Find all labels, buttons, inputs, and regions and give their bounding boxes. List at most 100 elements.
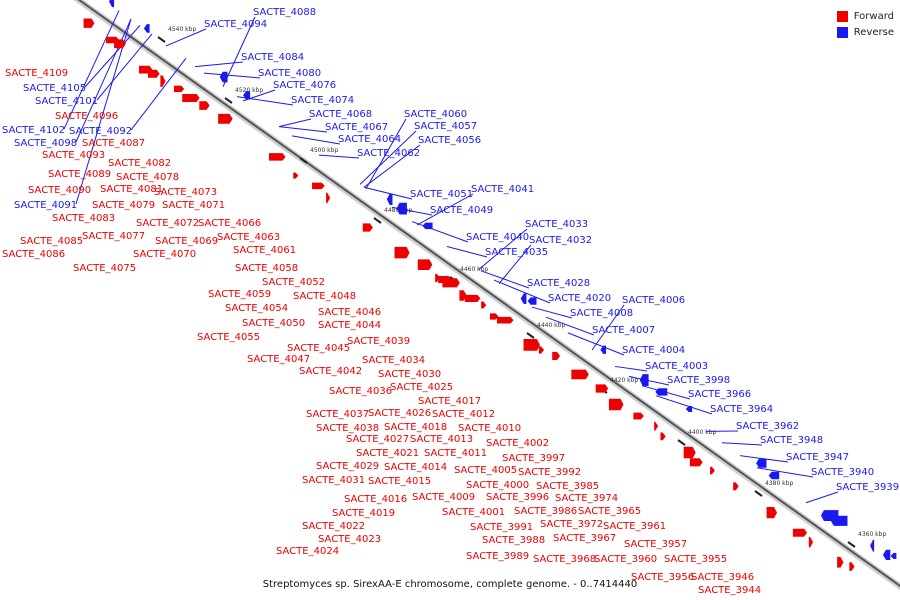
chromosome-line: [77, 0, 900, 588]
reverse-gene-label: SACTE_4057: [414, 121, 477, 132]
scale-label: 4400 kbp: [688, 429, 716, 436]
forward-gene-label: SACTE_4048: [293, 291, 356, 302]
reverse-leader: [63, 10, 120, 130]
scale-label: 4500 kbp: [310, 147, 338, 154]
scale-label: 4360 kbp: [858, 531, 886, 538]
forward-gene-arrow: [710, 466, 715, 475]
forward-gene-label: SACTE_4011: [424, 448, 487, 459]
forward-gene-arrow: [312, 182, 325, 190]
forward-gene-label: SACTE_4024: [276, 546, 339, 557]
forward-gene-label: SACTE_3992: [518, 467, 581, 478]
reverse-gene-label: SACTE_3940: [811, 467, 874, 478]
forward-gene-label: SACTE_3965: [578, 506, 641, 517]
forward-gene-arrow: [182, 93, 200, 102]
reverse-gene-label: SACTE_3966: [688, 389, 751, 400]
reverse-gene-label: SACTE_4091: [14, 200, 77, 211]
forward-swatch: [836, 10, 848, 22]
forward-gene-label: SACTE_4000: [466, 480, 529, 491]
forward-gene-label: SACTE_4072: [136, 218, 199, 229]
reverse-gene-label: SACTE_4020: [548, 293, 611, 304]
forward-gene-label: SACTE_3988: [482, 535, 545, 546]
forward-gene-arrow: [293, 172, 299, 179]
forward-gene-label: SACTE_4093: [42, 150, 105, 161]
forward-gene-arrow: [538, 346, 545, 354]
forward-gene-label: SACTE_3961: [603, 521, 666, 532]
reverse-gene-arrow: [143, 24, 150, 33]
legend-reverse-label: Reverse: [853, 26, 894, 38]
forward-gene-label: SACTE_4019: [332, 508, 395, 519]
reverse-gene-label: SACTE_4068: [309, 109, 372, 120]
genome-caption: Streptomyces sp. SirexAA-E chromosome, c…: [262, 579, 638, 590]
reverse-gene-label: SACTE_4040: [466, 232, 529, 243]
reverse-swatch: [836, 26, 848, 38]
reverse-gene-label: SACTE_4074: [291, 95, 354, 106]
forward-gene-label: SACTE_4058: [235, 263, 298, 274]
forward-gene-label: SACTE_4061: [233, 245, 296, 256]
reverse-leader: [365, 118, 407, 189]
forward-gene-label: SACTE_4016: [344, 494, 407, 505]
reverse-leader: [203, 72, 261, 79]
scale-tick: [224, 97, 233, 104]
reverse-gene-arrow: [396, 202, 407, 215]
reverse-gene-label: SACTE_4101: [35, 96, 98, 107]
forward-gene-label: SACTE_3967: [553, 533, 616, 544]
reverse-gene-arrow: [243, 91, 251, 100]
reverse-gene-label: SACTE_4092: [69, 126, 132, 137]
reverse-gene-label: SACTE_4060: [404, 109, 467, 120]
forward-gene-label: SACTE_4071: [162, 200, 225, 211]
forward-gene-label: SACTE_4052: [262, 277, 325, 288]
reverse-gene-label: SACTE_3948: [760, 435, 823, 446]
reverse-gene-label: SACTE_4028: [527, 278, 590, 289]
forward-gene-label: SACTE_3985: [536, 481, 599, 492]
reverse-leader: [531, 306, 573, 319]
forward-gene-label: SACTE_4026: [368, 408, 431, 419]
reverse-leader: [480, 270, 530, 289]
forward-gene-arrow: [595, 384, 609, 393]
forward-gene-label: SACTE_4085: [20, 236, 83, 247]
forward-gene-label: SACTE_4066: [198, 218, 261, 229]
forward-gene-arrow: [837, 556, 844, 568]
forward-gene-arrow: [849, 562, 855, 571]
reverse-gene-label: SACTE_4041: [471, 184, 534, 195]
forward-gene-arrow: [114, 39, 126, 49]
forward-gene-label: SACTE_3996: [486, 492, 549, 503]
reverse-gene-arrow: [830, 515, 848, 526]
reverse-gene-label: SACTE_4084: [241, 52, 304, 63]
forward-gene-arrow: [683, 446, 696, 459]
forward-gene-label: SACTE_4078: [116, 172, 179, 183]
reverse-leader: [411, 221, 469, 243]
forward-gene-label: SACTE_4044: [318, 320, 381, 331]
forward-gene-label: SACTE_4039: [347, 336, 410, 347]
reverse-leader: [567, 332, 625, 356]
reverse-gene-arrow: [768, 471, 780, 480]
forward-gene-arrow: [268, 153, 286, 161]
reverse-gene-arrow: [639, 374, 649, 386]
reverse-leader: [805, 491, 839, 504]
reverse-gene-label: SACTE_4067: [325, 122, 388, 133]
forward-gene-label: SACTE_4089: [48, 169, 111, 180]
reverse-gene-label: SACTE_4088: [253, 7, 316, 18]
forward-gene-arrow: [481, 301, 487, 309]
reverse-leader: [96, 33, 153, 101]
forward-gene-arrow: [689, 458, 703, 467]
forward-gene-arrow: [173, 85, 185, 93]
reverse-gene-label: SACTE_4080: [258, 68, 321, 79]
leader-lines: [63, 10, 839, 504]
forward-gene-label: SACTE_3946: [691, 572, 754, 583]
forward-gene-label: SACTE_4082: [108, 158, 171, 169]
forward-gene-arrow: [199, 101, 210, 110]
forward-gene-label: SACTE_4005: [454, 465, 517, 476]
reverse-leader: [75, 18, 132, 143]
forward-gene-label: SACTE_4079: [92, 200, 155, 211]
forward-gene-label: SACTE_4014: [384, 462, 447, 473]
reverse-gene-arrow: [655, 388, 668, 396]
reverse-gene-arrow: [685, 405, 693, 412]
reverse-gene-arrow: [870, 539, 875, 552]
reverse-gene-label: SACTE_3964: [710, 404, 773, 415]
reverse-leader: [363, 186, 413, 200]
reverse-gene-label: SACTE_3947: [786, 452, 849, 463]
forward-gene-label: SACTE_3989: [466, 551, 529, 562]
reverse-leader: [363, 144, 421, 188]
forward-gene-arrow: [733, 482, 739, 491]
